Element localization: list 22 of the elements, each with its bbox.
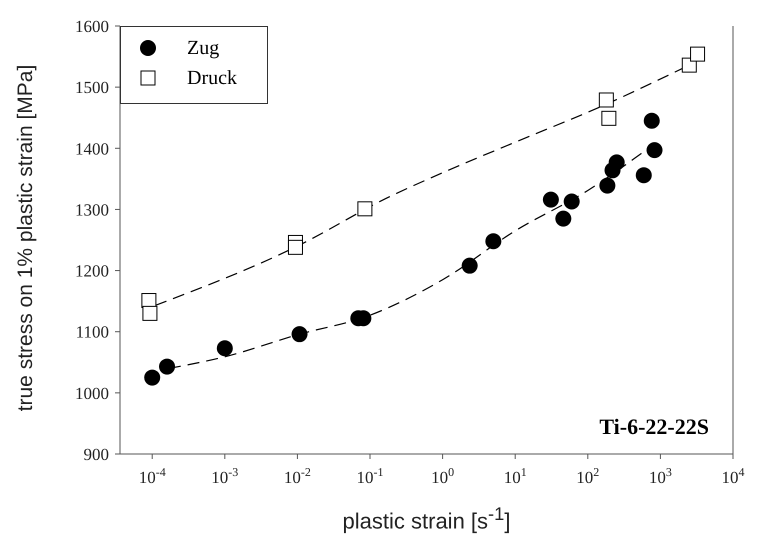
y-tick-label: 900	[84, 445, 109, 464]
y-tick-label: 1200	[75, 262, 109, 281]
y-axis-title: true stress on 1% plastic strain [MPa]	[14, 64, 38, 414]
x-tick-label: 10$^{0}$	[431, 465, 454, 487]
legend-label: Zug	[187, 36, 220, 60]
y-tick-label: 1500	[75, 78, 109, 98]
legend-label: Druck	[187, 66, 237, 90]
x-tick-label: 10$^{3}$	[648, 465, 672, 487]
x-tick-label: 10$^{-1}$	[356, 465, 384, 487]
y-tick-label: 1000	[75, 384, 109, 403]
x-tick-label: 10$^{2}$	[576, 465, 600, 487]
x-tick-label: 10$^{4}$	[722, 465, 744, 487]
y-tick-label: 1300	[75, 200, 109, 220]
y-tick-label: 1100	[76, 322, 109, 342]
y-tick-label: 1600	[75, 17, 109, 36]
x-axis-title: plastic strain [s$^{-1}$]	[342, 502, 512, 534]
x-tick-label: 10$^{-4}$	[138, 465, 166, 487]
x-tick-label: 10$^{-2}$	[284, 465, 311, 487]
annotation: Ti-6-22-22S	[599, 414, 709, 440]
x-tick-label: 10$^{1}$	[504, 465, 527, 487]
y-tick-label: 1400	[75, 139, 109, 158]
x-tick-label: 10$^{-3}$	[211, 465, 238, 487]
